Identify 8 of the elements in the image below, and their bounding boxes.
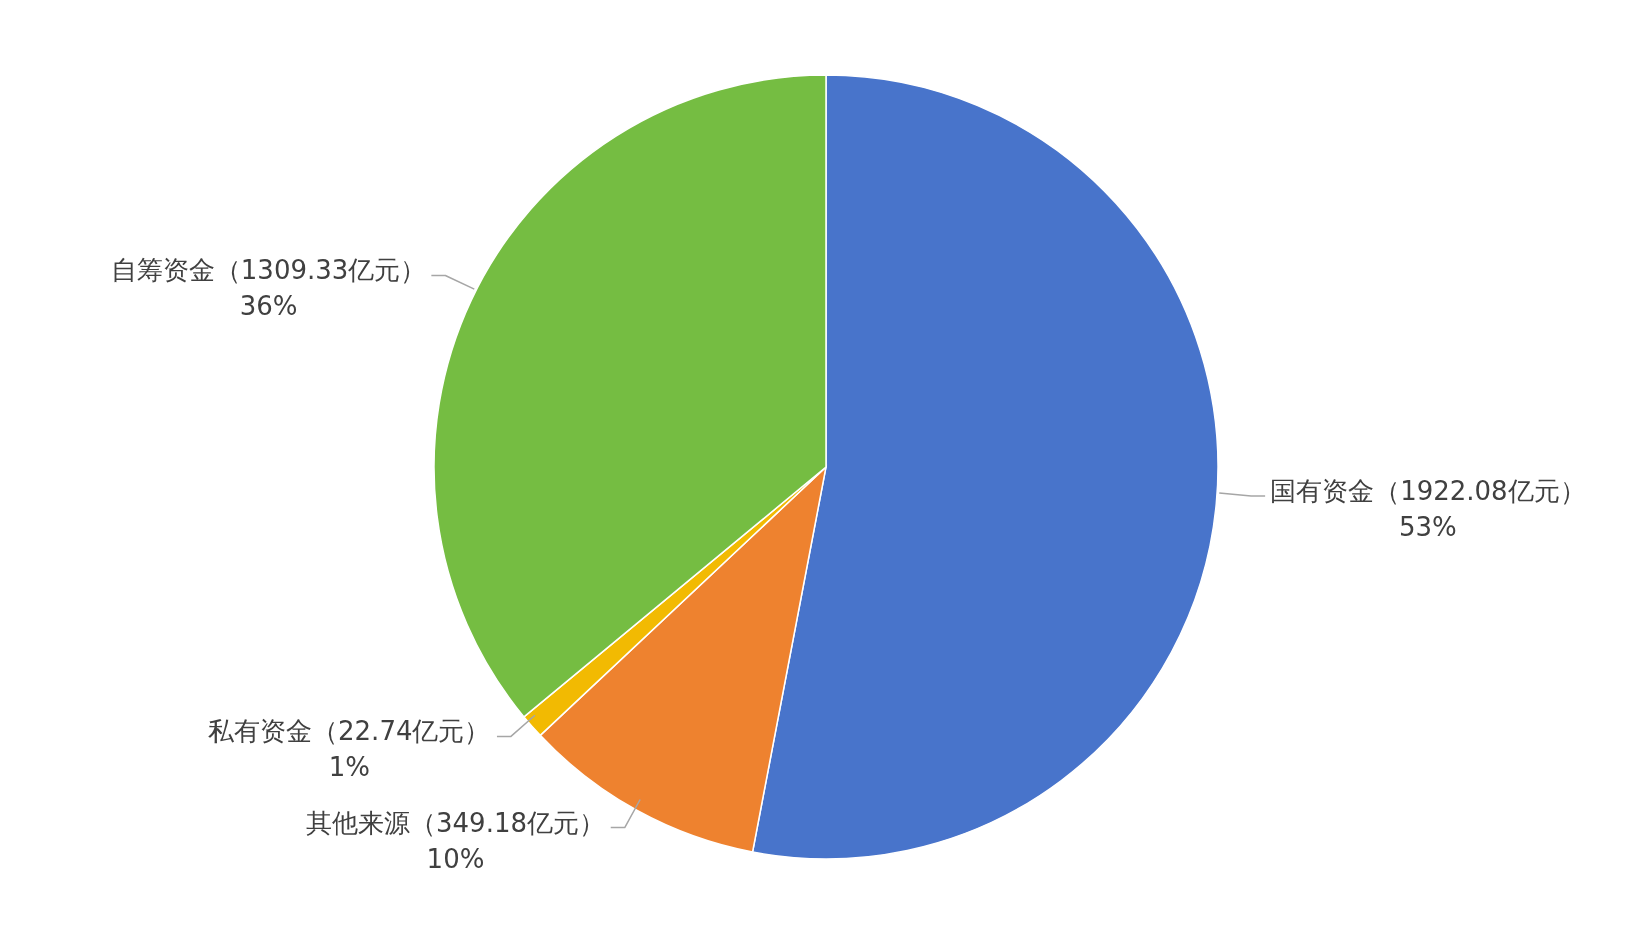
slice-label: 自筹资金（1309.33亿元） [110,255,427,286]
data-label: 36% [239,291,298,322]
slice-label: 国有资金（1922.08亿元） [1270,475,1586,506]
data-label: 53% [1399,511,1457,542]
slice-label: 其他来源（349.18亿元） [306,807,605,838]
slice-label: 私有资金（22.74亿元） [208,716,491,747]
data-label: 10% [426,843,485,874]
data-label: 1% [328,752,370,783]
